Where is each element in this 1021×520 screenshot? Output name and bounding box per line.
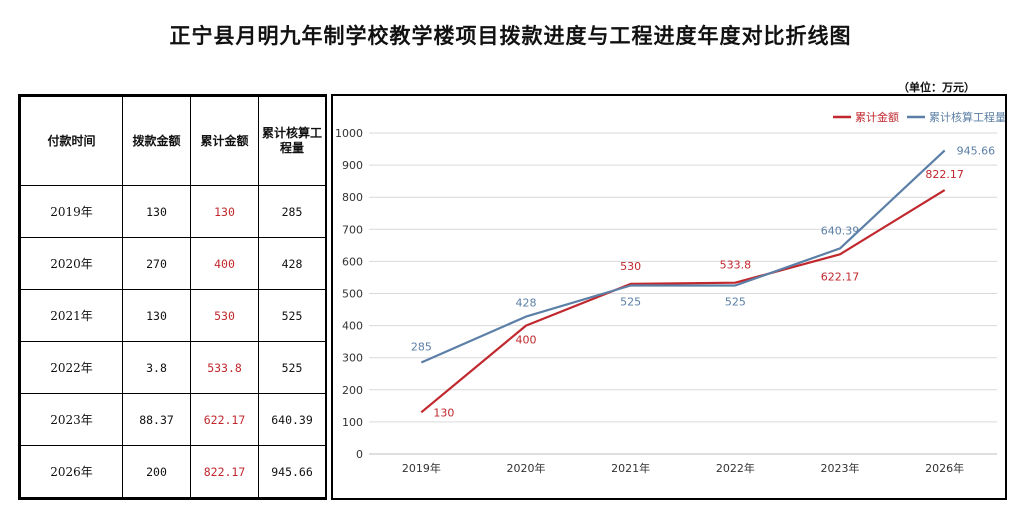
cell-work-volume: 525 [258,289,326,343]
x-tick-label: 2026年 [925,461,964,475]
data-label-cumulative: 622.17 [821,270,860,283]
x-tick-label: 2022年 [716,461,755,475]
table-row: 2021年 130 530 525 [20,289,326,343]
data-label-cumulative: 530 [620,260,641,273]
y-tick-label: 800 [342,191,363,204]
y-tick-label: 200 [342,384,363,397]
cell-year: 2022年 [20,341,123,395]
data-label-work-volume: 285 [411,341,432,354]
y-tick-label: 700 [342,223,363,236]
y-tick-label: 400 [342,320,363,333]
cell-year: 2019年 [20,185,123,239]
x-tick-label: 2019年 [402,461,441,475]
cell-cumulative: 130 [190,185,259,239]
data-label-cumulative: 400 [516,334,537,347]
cell-work-volume: 428 [258,237,326,291]
cell-cumulative: 400 [190,237,259,291]
data-label-cumulative: 822.17 [925,168,964,181]
data-label-work-volume: 640.39 [821,224,860,237]
table-row: 2023年 88.37 622.17 640.39 [20,393,326,447]
y-tick-label: 900 [342,159,363,172]
cell-work-volume: 285 [258,185,326,239]
cell-allocation: 3.8 [122,341,191,395]
page-title: 正宁县月明九年制学校教学楼项目拨款进度与工程进度年度对比折线图 [169,23,852,48]
line-chart: 0 100 200 300 400 500 600 700 800 900 1000 2019年 202… [335,110,1005,475]
x-tick-label: 2020年 [507,461,546,475]
x-tick-label: 2023年 [821,461,860,475]
y-tick-label: 0 [356,448,363,461]
cell-work-volume: 525 [258,341,326,395]
header-allocation: 拨款金额 [122,95,191,187]
series-line-cumulative [420,189,946,414]
cell-work-volume: 945.66 [258,445,326,498]
cell-cumulative: 622.17 [190,393,259,447]
header-work-volume: 累计核算工程量 [258,95,326,187]
data-table-container: 付款时间 拨款金额 累计金额 累计核算工程量 2019年 130 130 285… [18,94,327,500]
cell-allocation: 200 [122,445,191,498]
x-tick-label: 2021年 [611,461,650,475]
data-label-work-volume: 945.66 [957,144,996,157]
data-table: 付款时间 拨款金额 累计金额 累计核算工程量 2019年 130 130 285… [20,95,326,498]
series-line-work-volume [420,149,946,364]
data-label-work-volume: 525 [725,295,746,308]
table-row: 2026年 200 822.17 945.66 [20,445,326,498]
data-label-cumulative: 533.8 [720,259,752,272]
data-label-work-volume: 428 [516,297,537,310]
y-tick-label: 500 [342,288,363,301]
legend-label: 累计核算工程量 [929,110,1005,124]
table-header-row: 付款时间 拨款金额 累计金额 累计核算工程量 [20,95,326,187]
cell-cumulative: 822.17 [190,445,259,498]
line-chart-panel: 0 100 200 300 400 500 600 700 800 900 1000 2019年 202… [331,94,1007,500]
cell-work-volume: 640.39 [258,393,326,447]
header-cumulative: 累计金额 [190,95,259,187]
data-label-work-volume: 525 [620,295,641,308]
header-pay-time: 付款时间 [20,95,123,187]
unit-label: （单位：万元） [898,81,975,94]
cell-year: 2020年 [20,237,123,291]
y-tick-label: 100 [342,416,363,429]
table-row: 2022年 3.8 533.8 525 [20,341,326,395]
table-row: 2019年 130 130 285 [20,185,326,239]
cell-year: 2023年 [20,393,123,447]
cell-allocation: 130 [122,185,191,239]
legend-label: 累计金额 [855,110,899,124]
cell-year: 2026年 [20,445,123,498]
table-row: 2020年 270 400 428 [20,237,326,291]
cell-allocation: 130 [122,289,191,343]
y-tick-label: 600 [342,255,363,268]
cell-allocation: 270 [122,237,191,291]
cell-cumulative: 530 [190,289,259,343]
cell-year: 2021年 [20,289,123,343]
cell-cumulative: 533.8 [190,341,259,395]
data-label-cumulative: 130 [433,406,454,419]
y-tick-label: 300 [342,352,363,365]
cell-allocation: 88.37 [122,393,191,447]
y-tick-label: 1000 [335,127,363,140]
